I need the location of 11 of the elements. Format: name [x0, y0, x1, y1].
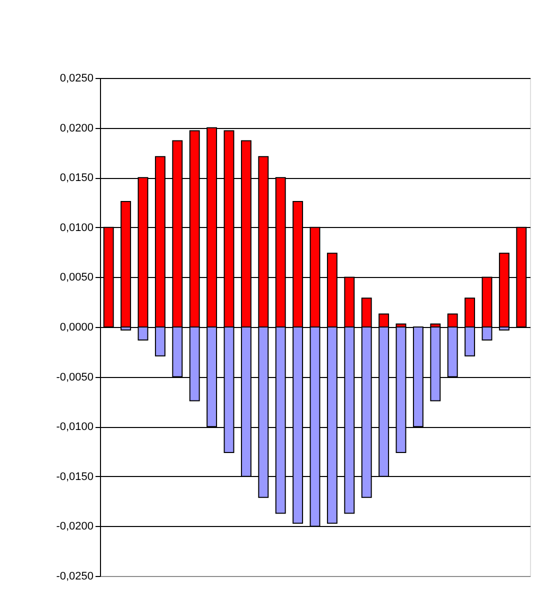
y-tick-label: 0,0050	[60, 272, 94, 284]
y-tick-label: 0,0200	[60, 122, 94, 134]
y-tick-label: 0,0100	[60, 222, 94, 234]
y-tick-label: 0,0250	[60, 72, 94, 84]
y-tick-label: -0,0100	[56, 421, 94, 434]
y-tick-label: -0,0050	[56, 371, 94, 384]
y-tick-label: -0,0250	[56, 570, 94, 582]
y-tick-label: -0,0200	[56, 520, 94, 533]
y-tick-label: 0,0150	[60, 172, 94, 184]
y-tick-label: 0,0000	[60, 322, 94, 334]
y-tick-label: -0,0150	[56, 470, 94, 483]
